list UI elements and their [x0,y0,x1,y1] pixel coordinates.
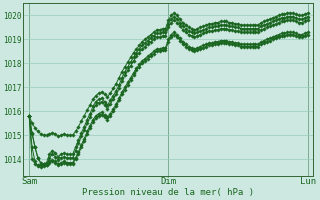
X-axis label: Pression niveau de la mer( hPa ): Pression niveau de la mer( hPa ) [82,188,254,197]
